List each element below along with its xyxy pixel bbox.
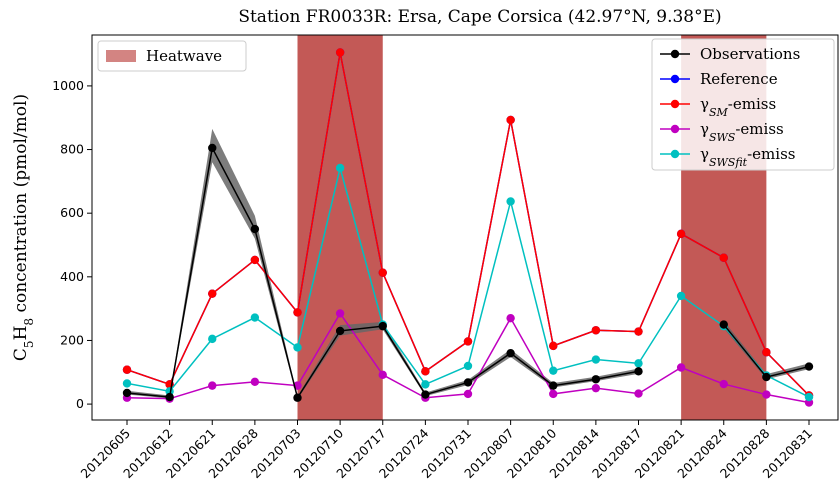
legend-box — [97, 40, 247, 72]
series-point — [463, 378, 473, 387]
legend-label: Heatwave — [146, 47, 222, 65]
legend-label: γSM-emiss — [700, 95, 776, 119]
series-point — [676, 363, 686, 372]
series-point — [634, 389, 643, 398]
series-point — [335, 163, 345, 173]
series-point — [762, 372, 771, 382]
series-point — [634, 367, 643, 376]
series-point — [676, 229, 686, 239]
y-tick-label: 800 — [60, 142, 84, 157]
legend-label: γSWSfit-emiss — [700, 145, 795, 169]
legend-marker — [670, 49, 680, 59]
series-point — [421, 380, 430, 389]
series-point — [208, 289, 217, 298]
series-point — [591, 355, 601, 364]
series-point — [506, 348, 515, 358]
series-point — [634, 359, 643, 368]
legend-patch — [106, 50, 136, 62]
series-point — [804, 392, 814, 402]
y-tick-label: 600 — [60, 205, 84, 220]
series-point — [122, 388, 132, 398]
series-point — [335, 326, 345, 336]
series-point — [250, 224, 260, 234]
legend-marker — [670, 74, 680, 84]
series-point — [208, 334, 217, 344]
series-point — [165, 392, 174, 402]
series-point — [250, 377, 260, 387]
series-point — [122, 365, 132, 374]
chart-title: Station FR0033R: Ersa, Cape Corsica (42.… — [238, 7, 721, 27]
series-point — [591, 326, 601, 335]
y-axis-label: C5H8 concentration (pmol/mol) — [11, 94, 36, 361]
series-point — [122, 379, 132, 388]
series-point — [293, 343, 302, 352]
series-point — [378, 321, 387, 331]
series-point — [549, 381, 558, 390]
series-point — [676, 291, 686, 301]
legend-box — [651, 38, 835, 171]
series-point — [421, 367, 430, 376]
series-point — [506, 115, 515, 125]
series-point — [250, 255, 260, 265]
series-point — [762, 348, 771, 357]
series-point — [208, 143, 217, 153]
series-point — [335, 309, 345, 318]
series-point — [634, 327, 643, 336]
legend-label: Reference — [700, 70, 778, 88]
series-point — [463, 389, 473, 399]
series-point — [208, 381, 217, 390]
series-point — [719, 320, 728, 329]
series-point — [463, 361, 473, 371]
series-point — [549, 366, 558, 375]
y-tick-label: 400 — [60, 269, 84, 284]
series-point — [293, 393, 302, 402]
series-point — [591, 375, 601, 384]
series-point — [378, 370, 387, 380]
legend-label: Observations — [700, 45, 800, 63]
series-point — [506, 197, 515, 206]
series-point — [421, 390, 430, 399]
series-point — [549, 389, 558, 399]
series-point — [463, 337, 473, 346]
series-point — [293, 308, 302, 317]
series-point — [804, 362, 814, 371]
series-point — [506, 313, 515, 323]
y-tick-label: 200 — [60, 332, 84, 347]
series-point — [335, 48, 345, 57]
series-point — [378, 268, 387, 277]
plot-frame — [91, 34, 839, 421]
legend-marker — [670, 124, 680, 134]
legend-label: γSWS-emiss — [700, 120, 784, 144]
legend-marker — [670, 149, 680, 159]
series-point — [762, 390, 771, 399]
heatwave-span — [297, 35, 383, 420]
series-point — [549, 341, 558, 351]
legend-marker — [670, 99, 680, 109]
series-point — [250, 313, 260, 322]
y-tick-label: 0 — [76, 396, 84, 411]
series-point — [719, 253, 728, 262]
y-tick-label: 1000 — [52, 78, 84, 93]
series-point — [591, 383, 601, 393]
series-point — [719, 379, 728, 389]
